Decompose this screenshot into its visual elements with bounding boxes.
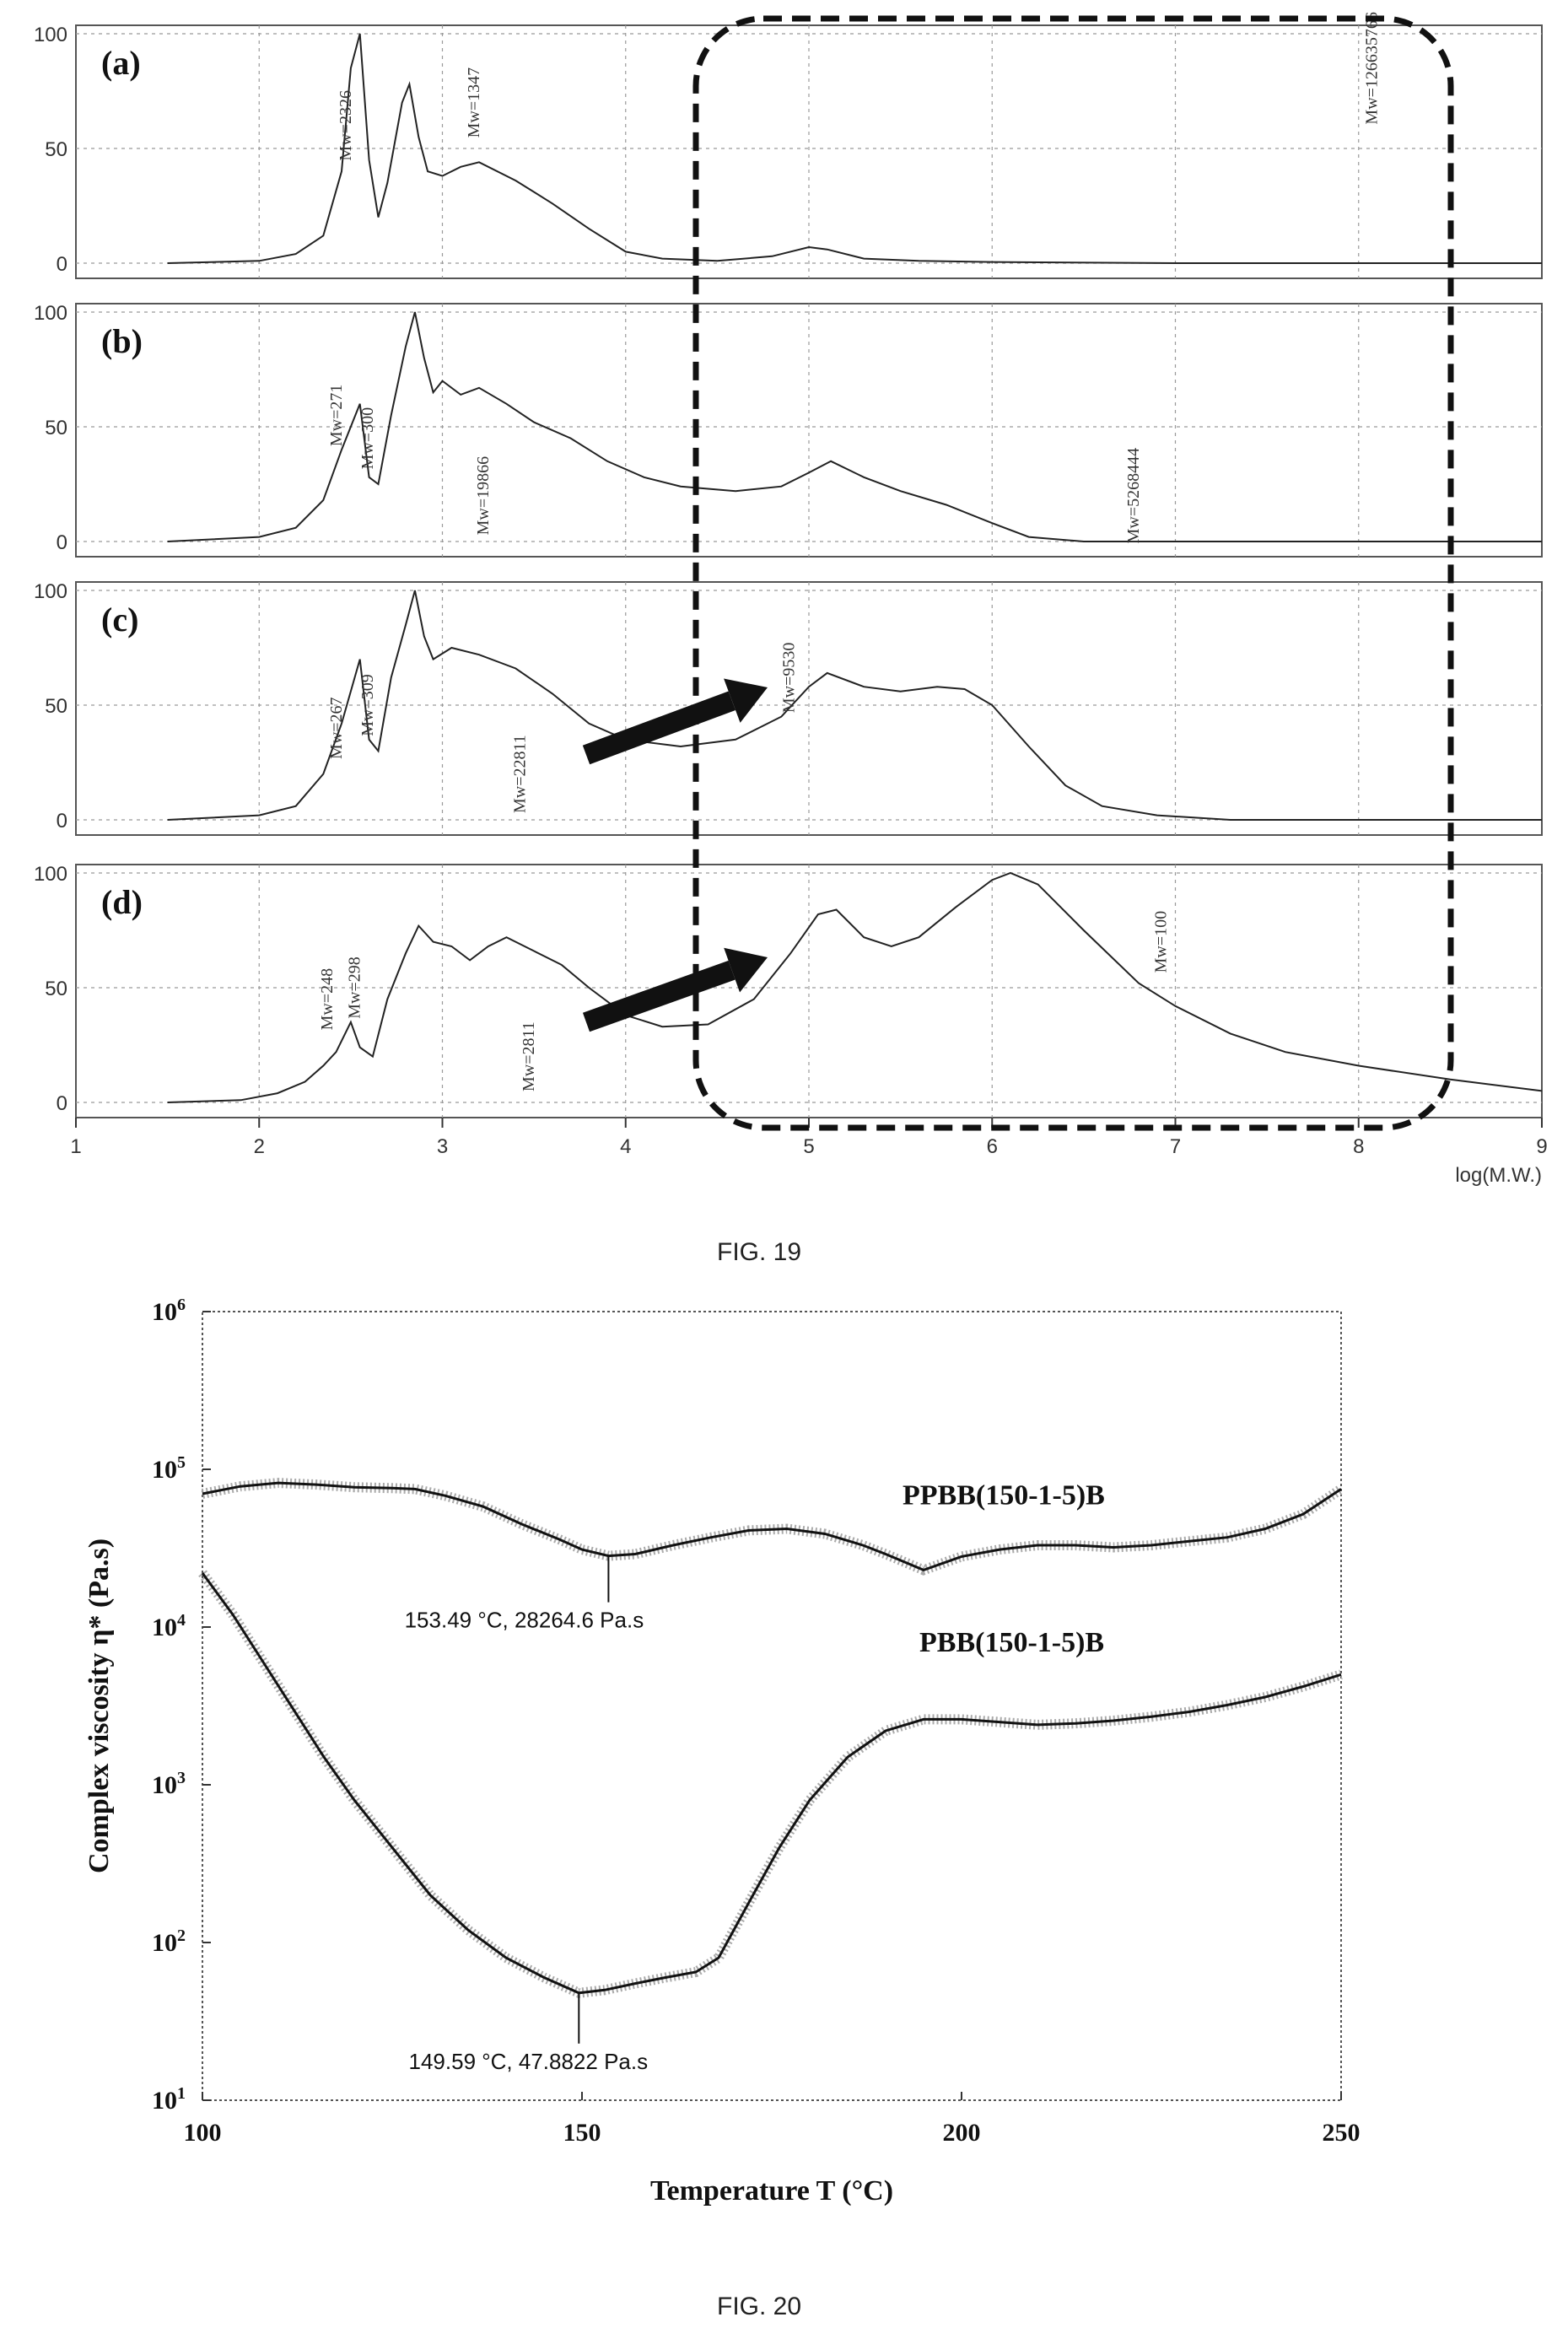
arrow-head [724,947,768,993]
mw-annotation: Mw=271 [327,385,346,447]
panel-label: (c) [101,601,138,639]
fig20-caption: FIG. 20 [717,2293,802,2320]
trend-arrow [582,947,768,1032]
gpc-curve [167,871,1543,1103]
y-tick-label: 0 [57,531,67,554]
x-tick-label: 7 [1170,1135,1181,1158]
annotation-label: 149.59 °C, 47.8822 Pa.s [409,2049,649,2074]
y-tick-label: 103 [152,1769,186,1799]
mw-annotation: Mw=267 [327,697,346,759]
y-tick-label: 0 [57,1092,67,1115]
y-tick-label: 104 [152,1611,186,1641]
highlight-region [692,15,1454,1131]
trend-arrow [582,678,768,765]
arrow-shaft [582,960,736,1032]
plot-frame [202,1311,1342,2101]
series-label: PPBB(150-1-5)B [903,1479,1105,1511]
mw-annotation: Mw=100 [1152,911,1171,973]
series-halo [201,1478,1344,1576]
x-tick-label: 200 [943,2119,981,2147]
mw-annotation: Mw=309 [358,674,377,736]
series-label: PBB(150-1-5)B [919,1627,1104,1658]
gpc-curve [167,33,1542,264]
mw-annotation: Mw=22811 [510,735,529,813]
y-tick-label: 50 [45,138,67,161]
mw-annotation: Mw=2326 [337,90,355,161]
y-tick-label: 50 [45,695,67,718]
y-tick-label: 100 [34,24,67,46]
y-tick-label: 50 [45,417,67,439]
mw-annotation: Mw=1347 [465,67,483,138]
x-axis-title: log(M.W.) [1455,1164,1542,1187]
series-line [202,1481,1342,1572]
y-tick-label: 102 [152,1926,186,1957]
x-tick-label: 250 [1323,2119,1361,2147]
x-tick-label: 3 [437,1135,448,1158]
mw-annotation: Mw=126635766 [1362,12,1381,125]
mw-annotation: Mw=298 [346,956,364,1019]
mw-annotation: Mw=300 [358,407,377,470]
arrow-shaft [582,691,736,765]
panel-label: (d) [101,883,143,921]
mw-annotation: Mw=5268444 [1124,448,1143,544]
panel-label: (a) [101,44,141,82]
fig19-caption: FIG. 19 [717,1238,802,1266]
mw-annotation: Mw=9530 [780,643,799,714]
mw-annotation: Mw=2811 [520,1021,538,1091]
y-axis-title: Complex viscosity η* (Pa.s) [84,1538,115,1873]
x-tick-label: 4 [620,1135,631,1158]
y-tick-label: 0 [57,253,67,276]
mw-annotation: Mw=248 [318,968,337,1031]
x-tick-label: 150 [563,2119,601,2147]
y-tick-label: 0 [57,810,67,833]
series-halo [198,1570,1343,1998]
fig19-chart: 0 50 100 (a) 0 50 100 (b) 0 50 100 (c) 0 50 100 (d) 1 2 3 4… [34,12,1548,1187]
x-tick-label: 1 [70,1135,81,1158]
y-tick-label: 50 [45,978,67,1000]
gpc-curve [167,590,1542,821]
mw-annotation: Mw=19866 [474,456,493,536]
gpc-curve [167,311,1542,542]
x-tick-label: 100 [184,2119,222,2147]
x-tick-label: 9 [1536,1135,1547,1158]
arrow-head [724,678,768,723]
fig20-chart: 100 150 200 250 101 102 103 104 105 106 Temperatur… [84,1296,1361,2207]
x-tick-label: 8 [1353,1135,1364,1158]
y-tick-label: 105 [152,1453,186,1484]
annotation-label: 153.49 °C, 28264.6 Pa.s [405,1608,644,1633]
y-tick-label: 100 [34,863,67,886]
y-tick-label: 100 [34,302,67,325]
x-tick-label: 2 [254,1135,265,1158]
y-tick-label: 100 [34,580,67,603]
x-tick-label: 5 [803,1135,814,1158]
x-axis-title: Temperature T (°C) [650,2175,893,2207]
y-tick-label: 106 [152,1296,186,1326]
series-line [201,1572,1342,1995]
y-tick-label: 101 [152,2084,186,2115]
x-tick-label: 6 [987,1135,998,1158]
panel-label: (b) [101,322,143,360]
